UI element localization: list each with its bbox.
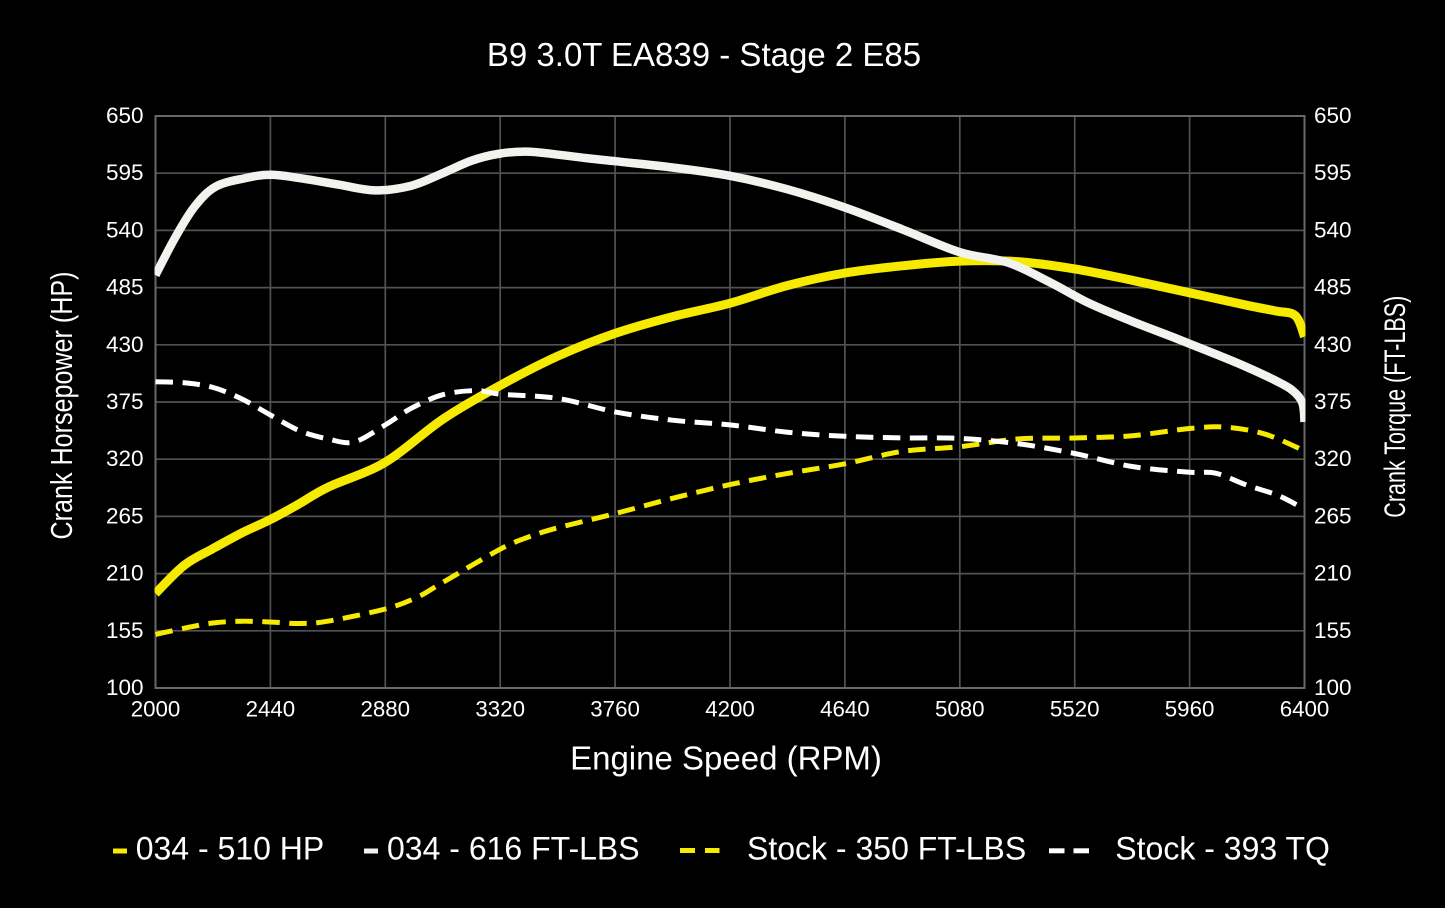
- svg-text:100: 100: [106, 675, 144, 700]
- svg-text:2440: 2440: [246, 697, 296, 722]
- svg-text:155: 155: [106, 618, 144, 643]
- svg-text:034 - 616 FT-LBS: 034 - 616 FT-LBS: [387, 831, 640, 867]
- svg-text:2000: 2000: [131, 697, 181, 722]
- svg-text:100: 100: [1314, 675, 1352, 700]
- svg-text:375: 375: [1314, 389, 1352, 414]
- svg-text:2880: 2880: [360, 697, 410, 722]
- svg-text:320: 320: [106, 446, 144, 471]
- svg-text:3760: 3760: [590, 697, 640, 722]
- svg-text:5080: 5080: [935, 697, 985, 722]
- svg-text:595: 595: [106, 160, 144, 185]
- svg-text:Stock - 393 TQ: Stock - 393 TQ: [1115, 831, 1330, 867]
- svg-text:5520: 5520: [1050, 697, 1100, 722]
- svg-text:485: 485: [1314, 275, 1352, 300]
- svg-text:320: 320: [1314, 446, 1352, 471]
- svg-text:485: 485: [106, 275, 144, 300]
- svg-text:Crank Horsepower (HP): Crank Horsepower (HP): [44, 272, 79, 540]
- svg-text:265: 265: [106, 503, 144, 528]
- svg-text:Crank Torque (FT-LBS): Crank Torque (FT-LBS): [1379, 296, 1412, 518]
- svg-text:Stock - 350 FT-LBS: Stock - 350 FT-LBS: [747, 831, 1026, 867]
- svg-text:650: 650: [106, 103, 144, 128]
- svg-text:430: 430: [106, 332, 144, 357]
- svg-text:3320: 3320: [475, 697, 525, 722]
- svg-text:155: 155: [1314, 618, 1352, 643]
- svg-text:650: 650: [1314, 103, 1352, 128]
- svg-text:595: 595: [1314, 160, 1352, 185]
- svg-text:4200: 4200: [705, 697, 755, 722]
- svg-text:034 - 510 HP: 034 - 510 HP: [136, 831, 325, 867]
- svg-text:430: 430: [1314, 332, 1352, 357]
- svg-text:4640: 4640: [820, 697, 870, 722]
- svg-text:6400: 6400: [1280, 697, 1330, 722]
- svg-text:210: 210: [106, 561, 144, 586]
- svg-text:375: 375: [106, 389, 144, 414]
- svg-text:540: 540: [1314, 217, 1352, 242]
- svg-text:265: 265: [1314, 503, 1352, 528]
- svg-text:B9 3.0T EA839 - Stage 2 E85: B9 3.0T EA839 - Stage 2 E85: [487, 36, 921, 73]
- svg-text:540: 540: [106, 217, 144, 242]
- svg-text:5960: 5960: [1165, 697, 1215, 722]
- svg-text:210: 210: [1314, 561, 1352, 586]
- svg-text:Engine Speed (RPM): Engine Speed (RPM): [570, 740, 882, 777]
